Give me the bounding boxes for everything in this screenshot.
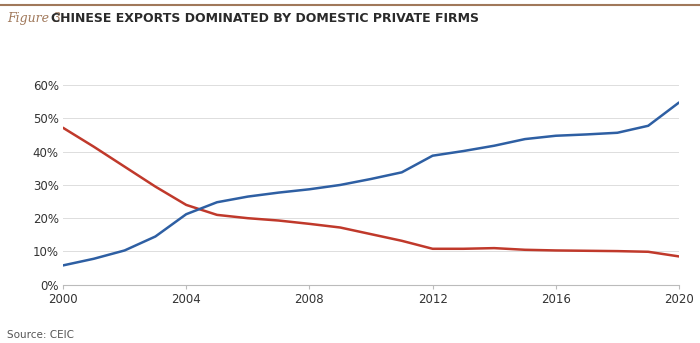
Text: Figure 3.: Figure 3. — [7, 12, 65, 25]
Text: Source: CEIC: Source: CEIC — [7, 330, 74, 340]
Text: CHINESE EXPORTS DOMINATED BY DOMESTIC PRIVATE FIRMS: CHINESE EXPORTS DOMINATED BY DOMESTIC PR… — [51, 12, 479, 25]
